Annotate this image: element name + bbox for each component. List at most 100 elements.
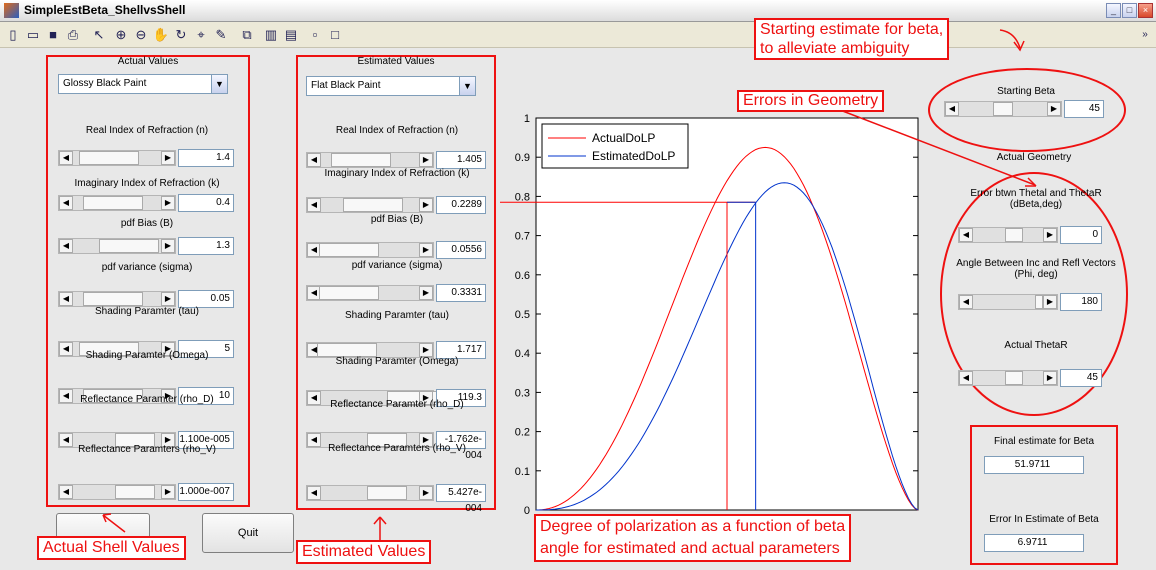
- arrow-left-icon[interactable]: ◀: [307, 486, 321, 500]
- slider-thumb[interactable]: [367, 433, 407, 447]
- arrow-right-icon[interactable]: ▶: [161, 342, 175, 356]
- actual-param-input[interactable]: 1.4: [178, 149, 234, 167]
- show-icon[interactable]: □: [331, 27, 339, 42]
- arrow-right-icon[interactable]: ▶: [419, 243, 433, 257]
- slider-thumb[interactable]: [99, 239, 159, 253]
- pointer-icon[interactable]: ↖: [93, 27, 105, 42]
- estimated-param-input[interactable]: 1.405: [436, 151, 486, 169]
- actual-param-slider[interactable]: ◀ ▶: [58, 341, 176, 357]
- arrow-left-icon[interactable]: ◀: [59, 196, 73, 210]
- estimated-param-slider[interactable]: ◀ ▶: [306, 390, 447, 406]
- minimize-button[interactable]: _: [1106, 3, 1121, 18]
- zoom-in-icon[interactable]: ⊕: [115, 27, 127, 42]
- arrow-left-icon[interactable]: ◀: [59, 485, 73, 499]
- slider-thumb[interactable]: [1005, 371, 1023, 385]
- starting-beta-input[interactable]: 45: [1064, 100, 1104, 118]
- actual-param-input[interactable]: 10: [178, 387, 234, 405]
- arrow-left-icon[interactable]: ◀: [959, 295, 973, 309]
- slider-thumb[interactable]: [115, 433, 155, 447]
- estimated-param-input[interactable]: 5.427e-004: [436, 484, 486, 514]
- arrow-right-icon[interactable]: ▶: [419, 153, 433, 167]
- arrow-left-icon[interactable]: ◀: [59, 342, 73, 356]
- actual-param-input[interactable]: 1.3: [178, 237, 234, 255]
- actual-param-input[interactable]: 1.000e-007: [178, 483, 234, 501]
- actual-param-input[interactable]: 0.05: [178, 290, 234, 308]
- toolbar-overflow-icon[interactable]: »: [1142, 29, 1148, 40]
- arrow-right-icon[interactable]: ▶: [161, 389, 175, 403]
- colorbar-icon[interactable]: ▥: [264, 27, 278, 42]
- actual-param-slider[interactable]: ◀ ▶: [58, 238, 176, 254]
- dbeta-input[interactable]: 0: [1060, 226, 1102, 244]
- estimated-param-input[interactable]: 0.0556: [436, 241, 486, 259]
- arrow-right-icon[interactable]: ▶: [161, 485, 175, 499]
- slider-thumb[interactable]: [331, 153, 391, 167]
- arrow-right-icon[interactable]: ▶: [161, 292, 175, 306]
- arrow-left-icon[interactable]: ◀: [59, 239, 73, 253]
- arrow-right-icon[interactable]: ▶: [419, 198, 433, 212]
- arrow-right-icon[interactable]: ▶: [1043, 295, 1057, 309]
- estimated-param-input[interactable]: 0.3331: [436, 284, 486, 302]
- pan-icon[interactable]: ✋: [152, 27, 170, 42]
- legend-icon[interactable]: ▤: [284, 27, 298, 42]
- arrow-right-icon[interactable]: ▶: [161, 239, 175, 253]
- slider-thumb[interactable]: [343, 198, 403, 212]
- slider-thumb[interactable]: [83, 389, 143, 403]
- arrow-right-icon[interactable]: ▶: [419, 433, 433, 447]
- slider-thumb[interactable]: [317, 343, 377, 357]
- estimated-param-slider[interactable]: ◀ ▶: [306, 285, 434, 301]
- actual-param-input[interactable]: 1.100e-005: [178, 431, 234, 449]
- arrow-right-icon[interactable]: ▶: [419, 343, 433, 357]
- slider-thumb[interactable]: [1005, 228, 1023, 242]
- dbeta-slider[interactable]: ◀ ▶: [958, 227, 1058, 243]
- estimated-param-slider[interactable]: ◀ ▶: [306, 152, 434, 168]
- quit-button[interactable]: Quit: [202, 513, 294, 553]
- arrow-left-icon[interactable]: ◀: [307, 198, 321, 212]
- estimated-param-slider[interactable]: ◀ ▶: [306, 197, 434, 213]
- arrow-left-icon[interactable]: ◀: [307, 243, 321, 257]
- estimated-param-input[interactable]: 119.3: [436, 389, 486, 407]
- phi-slider[interactable]: ◀ ▶: [958, 294, 1058, 310]
- link-icon[interactable]: ⧉: [242, 27, 252, 42]
- arrow-left-icon[interactable]: ◀: [59, 389, 73, 403]
- arrow-left-icon[interactable]: ◀: [59, 433, 73, 447]
- slider-thumb[interactable]: [79, 342, 139, 356]
- actual-param-slider[interactable]: ◀ ▶: [58, 388, 176, 404]
- actual-param-input[interactable]: 5: [178, 340, 234, 358]
- arrow-left-icon[interactable]: ◀: [307, 391, 321, 405]
- arrow-right-icon[interactable]: ▶: [1043, 228, 1057, 242]
- estimated-param-slider[interactable]: ◀ ▶: [306, 242, 434, 258]
- arrow-left-icon[interactable]: ◀: [59, 292, 73, 306]
- new-file-icon[interactable]: ▯: [9, 27, 17, 42]
- arrow-left-icon[interactable]: ◀: [307, 433, 321, 447]
- open-folder-icon[interactable]: ▭: [26, 27, 40, 42]
- maximize-button[interactable]: □: [1122, 3, 1137, 18]
- slider-thumb[interactable]: [79, 151, 139, 165]
- arrow-left-icon[interactable]: ◀: [59, 151, 73, 165]
- arrow-left-icon[interactable]: ◀: [959, 371, 973, 385]
- arrow-right-icon[interactable]: ▶: [419, 286, 433, 300]
- arrow-right-icon[interactable]: ▶: [1047, 102, 1061, 116]
- estimated-param-slider[interactable]: ◀ ▶: [306, 342, 434, 358]
- slider-thumb[interactable]: [83, 196, 143, 210]
- estimated-param-slider[interactable]: ◀ ▶: [306, 432, 434, 448]
- brush-icon[interactable]: ✎: [215, 27, 227, 42]
- data-cursor-icon[interactable]: ⌖: [197, 27, 205, 42]
- close-button[interactable]: ×: [1138, 3, 1153, 18]
- estimated-material-select[interactable]: Flat Black Paint ▼: [306, 76, 476, 96]
- arrow-right-icon[interactable]: ▶: [419, 391, 433, 405]
- arrow-right-icon[interactable]: ▶: [1043, 371, 1057, 385]
- arrow-right-icon[interactable]: ▶: [161, 196, 175, 210]
- slider-thumb[interactable]: [367, 486, 407, 500]
- slider-thumb[interactable]: [83, 292, 143, 306]
- actual-param-slider[interactable]: ◀ ▶: [58, 195, 176, 211]
- slider-thumb[interactable]: [993, 102, 1013, 116]
- rotate-icon[interactable]: ↻: [175, 27, 187, 42]
- starting-beta-slider[interactable]: ◀ ▶: [944, 101, 1062, 117]
- estimated-param-input[interactable]: 0.2289: [436, 196, 486, 214]
- estimated-param-slider[interactable]: ◀ ▶: [306, 485, 434, 501]
- actual-param-slider[interactable]: ◀ ▶: [58, 150, 176, 166]
- actual-param-slider[interactable]: ◀ ▶: [58, 432, 176, 448]
- slider-thumb[interactable]: [115, 485, 155, 499]
- estimated-param-input[interactable]: -1.762e-004: [436, 431, 486, 461]
- hide-icon[interactable]: ▫: [312, 27, 318, 42]
